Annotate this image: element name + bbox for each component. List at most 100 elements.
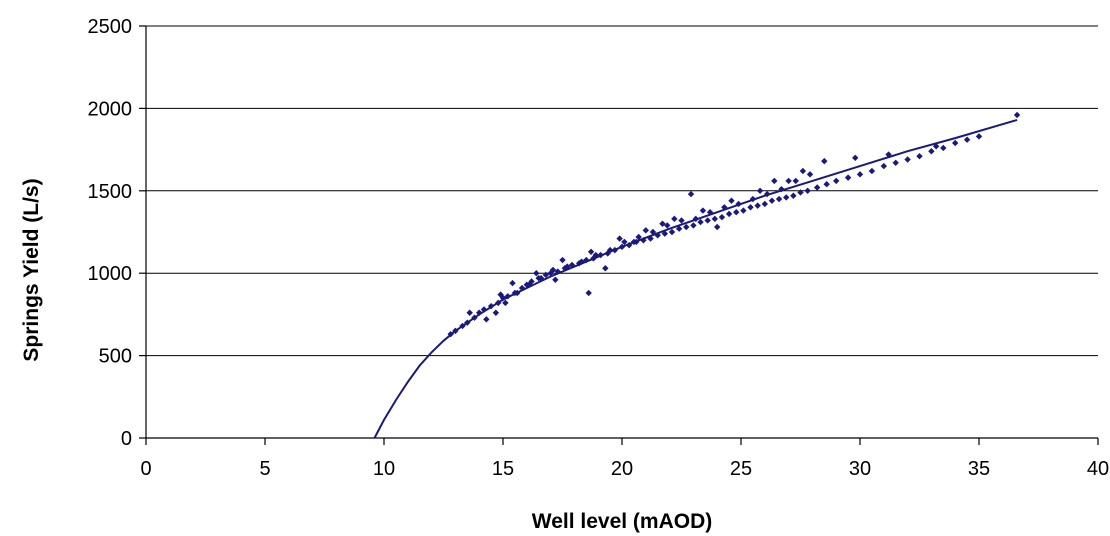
x-tick-label: 40 <box>1087 458 1109 480</box>
x-tick-labels: 0 5 10 15 20 25 30 35 40 <box>140 458 1109 480</box>
data-point <box>587 248 595 255</box>
data-point <box>552 276 559 283</box>
data-point <box>528 278 535 285</box>
trendline-layer <box>373 118 1018 439</box>
data-point <box>575 260 583 267</box>
data-point <box>671 215 678 223</box>
data-point <box>761 200 768 208</box>
data-point <box>785 177 792 185</box>
data-point <box>547 270 554 277</box>
data-point <box>740 207 747 214</box>
x-tick-label: 10 <box>373 458 395 480</box>
data-point <box>618 243 626 251</box>
grid-lines <box>146 25 1098 357</box>
data-point <box>706 209 714 216</box>
data-point <box>813 184 821 191</box>
data-point <box>525 281 533 288</box>
data-point <box>675 225 683 232</box>
data-point <box>904 156 911 163</box>
data-point <box>852 154 859 162</box>
data-point <box>797 189 804 196</box>
data-point <box>790 192 797 199</box>
data-point <box>721 204 728 211</box>
data-point <box>564 263 571 270</box>
data-point <box>649 228 657 236</box>
data-point <box>952 139 959 147</box>
data-point <box>509 279 516 287</box>
data-point <box>635 233 642 241</box>
data-point <box>733 209 740 216</box>
data-point <box>683 223 690 231</box>
data-point <box>459 322 466 330</box>
data-point <box>497 291 504 298</box>
data-point <box>868 167 876 175</box>
data-points <box>447 111 1021 338</box>
data-point <box>518 284 526 292</box>
data-point <box>611 246 619 254</box>
y-axis-title: Springs Yield (L/s) <box>20 178 43 361</box>
data-point <box>606 246 614 254</box>
x-tick-label: 15 <box>492 458 514 480</box>
data-point <box>699 207 707 214</box>
data-point <box>975 133 983 140</box>
data-point <box>654 232 661 239</box>
data-point <box>480 306 488 313</box>
data-point <box>542 271 550 279</box>
y-tick-label: 500 <box>99 346 132 368</box>
data-point <box>659 220 666 227</box>
data-point <box>678 217 685 224</box>
data-point <box>778 185 785 193</box>
data-point <box>502 299 509 307</box>
data-point <box>833 177 840 185</box>
data-point <box>452 327 459 335</box>
data-point <box>578 258 585 265</box>
y-tick-label: 1000 <box>88 263 133 285</box>
data-point <box>602 265 609 272</box>
data-point <box>664 222 671 229</box>
data-point <box>806 171 814 178</box>
data-point <box>483 316 490 323</box>
y-tick-label: 0 <box>121 428 132 450</box>
data-point <box>630 238 638 246</box>
data-point <box>549 266 557 274</box>
data-point <box>690 222 697 229</box>
data-point <box>728 197 735 204</box>
data-point <box>754 202 761 209</box>
x-axis-title: Well level (mAOD) <box>532 510 713 533</box>
data-point <box>775 195 783 203</box>
x-tick-label: 25 <box>730 458 752 480</box>
data-point <box>783 194 790 201</box>
data-point <box>692 215 699 223</box>
data-point <box>940 144 947 152</box>
data-point <box>514 289 521 297</box>
x-tick-label: 20 <box>611 458 633 480</box>
data-point <box>792 177 799 185</box>
data-point <box>747 204 754 211</box>
data-point <box>592 251 600 259</box>
data-point <box>697 218 704 226</box>
data-point <box>856 171 864 178</box>
data-point <box>640 237 647 244</box>
data-point <box>718 213 726 221</box>
data-point <box>763 190 771 198</box>
data-point <box>661 230 669 237</box>
data-point <box>537 274 545 282</box>
data-point <box>487 302 495 310</box>
data-point <box>892 159 899 166</box>
data-point <box>756 187 764 194</box>
data-point <box>533 270 540 277</box>
data-point <box>504 293 511 300</box>
data-point <box>583 256 590 264</box>
data-point <box>823 181 830 188</box>
data-point <box>559 256 566 264</box>
data-point <box>771 177 778 185</box>
data-point <box>932 143 940 150</box>
data-point <box>768 197 776 204</box>
data-point <box>447 330 454 338</box>
data-point <box>621 238 628 246</box>
y-tick-label: 2000 <box>88 98 133 120</box>
x-tick-label: 0 <box>140 458 151 480</box>
data-point <box>704 217 711 224</box>
data-point <box>568 261 576 269</box>
